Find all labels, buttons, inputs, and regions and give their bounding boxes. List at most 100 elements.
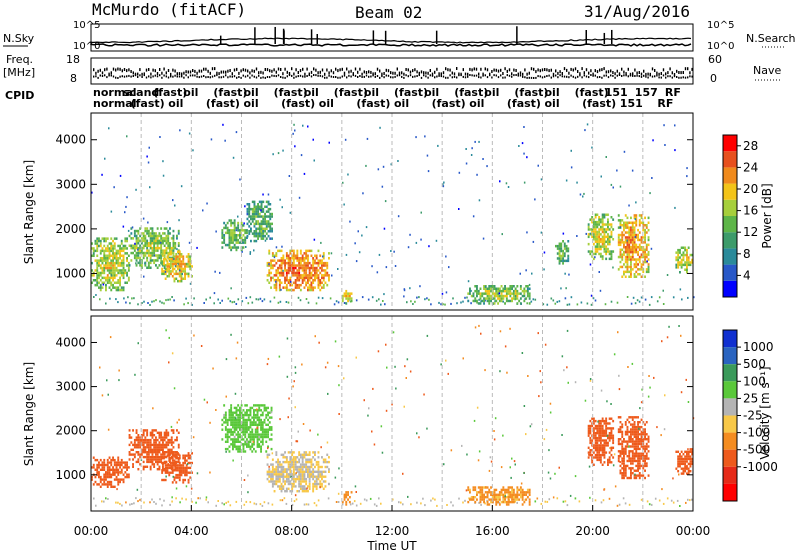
- echo-cell: [630, 268, 632, 271]
- echo-cell: [599, 240, 602, 243]
- noise-cell: [303, 172, 306, 175]
- echo-cell: [184, 267, 186, 271]
- near-range-cell: [552, 299, 555, 302]
- echo-cell: [251, 210, 254, 213]
- echo-cell: [630, 450, 632, 453]
- echo-cell: [223, 421, 226, 424]
- echo-cell: [608, 235, 611, 239]
- nave-mark: [431, 74, 434, 77]
- echo-cell: [303, 274, 306, 277]
- echo-cell: [680, 258, 683, 262]
- nave-mark: [592, 74, 594, 77]
- freq-mark: [288, 72, 291, 75]
- echo-cell: [278, 259, 281, 262]
- echo-cell: [303, 490, 306, 493]
- echo-cell: [170, 265, 172, 268]
- echo-cell: [305, 463, 308, 466]
- echo-cell: [312, 288, 315, 292]
- echo-cell: [599, 247, 602, 251]
- echo-cell: [155, 453, 157, 456]
- echo-cell: [249, 438, 252, 441]
- echo-cell: [591, 417, 594, 420]
- echo-cell: [608, 458, 611, 462]
- echo-cell: [165, 246, 168, 250]
- freq-mark: [605, 70, 607, 74]
- echo-cell: [248, 220, 251, 223]
- echo-cell: [117, 480, 120, 484]
- echo-cell: [619, 219, 622, 222]
- echo-cell: [128, 443, 131, 447]
- echo-cell: [266, 279, 269, 282]
- echo-cell: [324, 480, 327, 483]
- echo-cell: [282, 271, 285, 275]
- echo-cell: [108, 257, 111, 260]
- echo-cell: [151, 237, 154, 240]
- nave-mark: [319, 74, 321, 77]
- echo-cell: [249, 445, 252, 448]
- echo-cell: [221, 229, 224, 232]
- echo-cell: [605, 213, 608, 216]
- echo-cell: [180, 277, 183, 280]
- echo-cell: [122, 466, 125, 469]
- echo-cell: [322, 283, 325, 287]
- echo-cell: [592, 451, 595, 454]
- echo-cell: [96, 458, 99, 462]
- echo-cell: [624, 260, 627, 264]
- echo-cell: [266, 264, 269, 267]
- near-range-cell: [534, 298, 537, 301]
- echo-cell: [224, 428, 227, 431]
- colorbar-swatch: [723, 248, 737, 265]
- near-range-cell: [656, 300, 659, 303]
- echo-cell: [221, 234, 224, 237]
- echo-cell: [110, 269, 113, 272]
- freq-mark: [425, 71, 427, 75]
- echo-cell: [261, 428, 264, 431]
- echo-cell: [635, 221, 638, 224]
- echo-cell: [592, 427, 595, 430]
- near-range-cell: [291, 503, 294, 506]
- echo-cell: [117, 281, 120, 284]
- cpid-label-item: RF: [657, 97, 673, 110]
- echo-cell: [110, 254, 113, 257]
- echo-cell: [601, 242, 604, 246]
- noise-cell: [679, 288, 682, 291]
- noise-cell: [210, 138, 213, 141]
- noise-cell: [570, 149, 572, 152]
- nsky-line: [90, 43, 692, 47]
- freq-mark: [555, 69, 557, 73]
- echo-cell: [644, 236, 646, 239]
- echo-cell: [599, 422, 602, 425]
- echo-cell: [175, 257, 178, 261]
- nave-mark: [572, 75, 574, 78]
- echo-cell: [599, 233, 602, 236]
- nave-mark: [440, 75, 442, 78]
- echo-cell: [117, 458, 120, 462]
- echo-cell: [160, 460, 163, 464]
- echo-cell: [122, 257, 125, 260]
- near-range-cell: [438, 301, 440, 304]
- echo-cell: [251, 435, 254, 439]
- echo-cell: [99, 463, 102, 467]
- echo-cell: [301, 460, 304, 464]
- cpid-label-item: oil: [183, 86, 198, 99]
- echo-cell: [262, 220, 265, 223]
- echo-cell: [133, 453, 136, 456]
- echo-cell: [321, 482, 323, 486]
- echo-cell: [488, 503, 491, 506]
- echo-cell: [103, 281, 106, 284]
- echo-cell: [341, 297, 344, 300]
- echo-cell: [113, 458, 116, 462]
- echo-cell: [164, 464, 167, 467]
- noise-cell: [162, 160, 164, 163]
- echo-cell: [258, 438, 261, 441]
- echo-cell: [640, 253, 643, 256]
- echo-cell: [594, 453, 597, 457]
- cpid-label-item: oil: [545, 86, 560, 99]
- echo-cell: [170, 253, 172, 256]
- freq-mark: [625, 72, 627, 76]
- echo-cell: [144, 237, 147, 240]
- noise-cell: [407, 246, 410, 249]
- echo-cell: [605, 429, 608, 432]
- nave-mark: [264, 76, 266, 79]
- echo-cell: [177, 466, 179, 470]
